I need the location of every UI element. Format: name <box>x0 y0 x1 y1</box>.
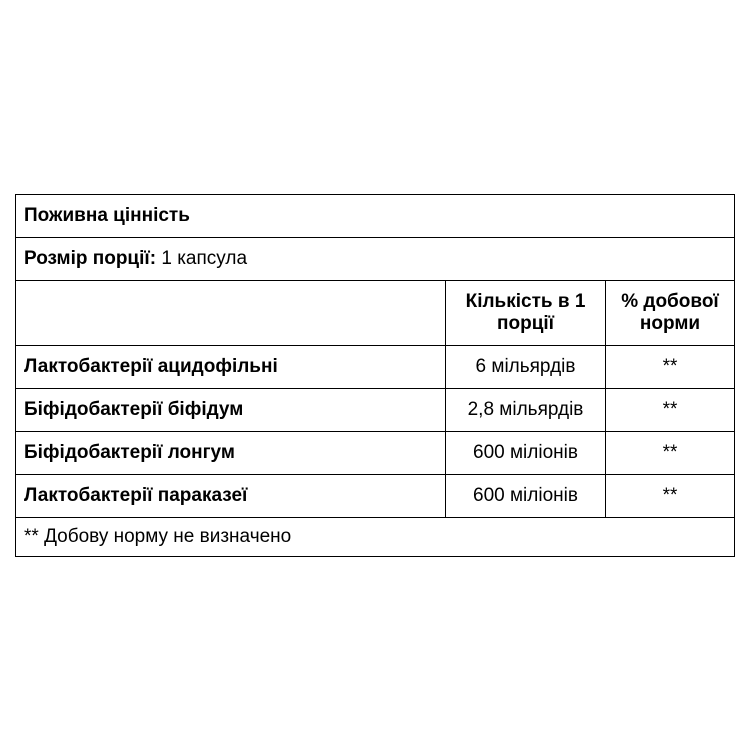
data-row: Лактобактерії ацидофільні 6 мільярдів ** <box>16 346 734 389</box>
serving-row: Розмір порції: 1 капсула <box>16 238 734 281</box>
table-title: Поживна цінність <box>16 195 734 237</box>
header-name <box>16 281 446 345</box>
data-row: Біфідобактерії лонгум 600 міліонів ** <box>16 432 734 475</box>
title-row: Поживна цінність <box>16 195 734 238</box>
ingredient-daily: ** <box>606 389 734 431</box>
footnote: ** Добову норму не визначено <box>16 518 734 556</box>
footnote-row: ** Добову норму не визначено <box>16 518 734 556</box>
ingredient-name: Біфідобактерії лонгум <box>16 432 446 474</box>
ingredient-amount: 600 міліонів <box>446 432 606 474</box>
ingredient-amount: 600 міліонів <box>446 475 606 517</box>
serving-label: Розмір порції: <box>24 248 156 269</box>
ingredient-amount: 6 мільярдів <box>446 346 606 388</box>
header-row: Кількість в 1 порції % добової норми <box>16 281 734 346</box>
serving-cell: Розмір порції: 1 капсула <box>16 238 734 280</box>
ingredient-name: Біфідобактерії біфідум <box>16 389 446 431</box>
ingredient-name: Лактобактерії параказеї <box>16 475 446 517</box>
nutrition-table: Поживна цінність Розмір порції: 1 капсул… <box>15 194 735 557</box>
data-row: Біфідобактерії біфідум 2,8 мільярдів ** <box>16 389 734 432</box>
ingredient-daily: ** <box>606 346 734 388</box>
header-daily: % добової норми <box>606 281 734 345</box>
header-amount: Кількість в 1 порції <box>446 281 606 345</box>
ingredient-name: Лактобактерії ацидофільні <box>16 346 446 388</box>
ingredient-amount: 2,8 мільярдів <box>446 389 606 431</box>
data-row: Лактобактерії параказеї 600 міліонів ** <box>16 475 734 518</box>
ingredient-daily: ** <box>606 475 734 517</box>
serving-value: 1 капсула <box>156 248 247 269</box>
ingredient-daily: ** <box>606 432 734 474</box>
